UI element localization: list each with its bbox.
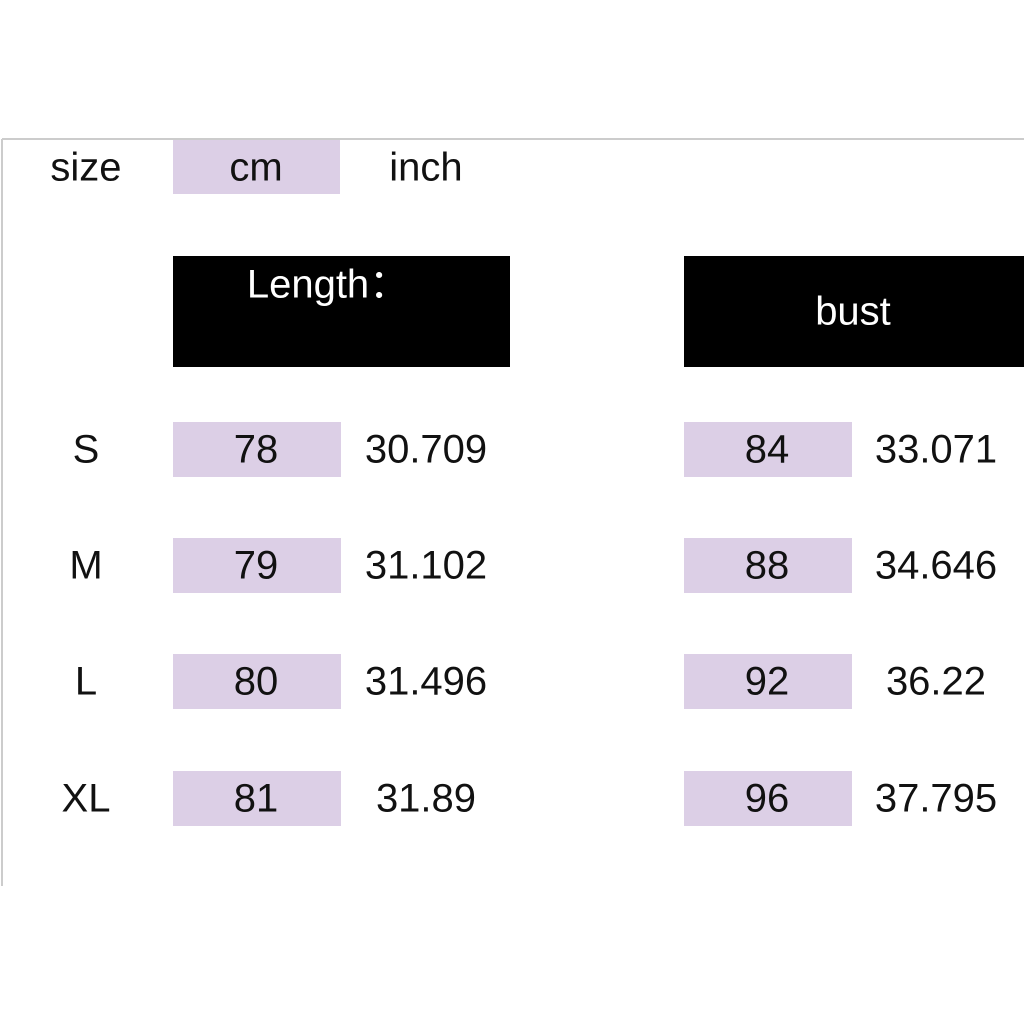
cm-cell — [173, 771, 341, 826]
cm-cell — [173, 140, 340, 194]
group-header: Length： — [247, 263, 409, 307]
cm-cell — [173, 422, 341, 477]
inch-value: 30.709 — [365, 428, 487, 472]
cm-value: 78 — [234, 428, 279, 472]
group-header-box — [173, 256, 510, 367]
inch-value: 37.795 — [875, 777, 997, 821]
cm-value: 88 — [745, 544, 790, 588]
size-label: L — [75, 660, 97, 704]
inch-value: 31.89 — [376, 777, 476, 821]
inch-value: 33.071 — [875, 428, 997, 472]
cm-value: 96 — [745, 777, 790, 821]
size-label: M — [69, 544, 102, 588]
cm-cell — [684, 654, 852, 709]
cm-value: 81 — [234, 777, 279, 821]
cm-cell — [173, 538, 341, 593]
inch-value: 36.22 — [886, 660, 986, 704]
cm-header: cm — [229, 146, 282, 190]
group-header: bust — [815, 290, 891, 334]
inch-header: inch — [389, 146, 462, 190]
inch-value: 31.496 — [365, 660, 487, 704]
size-label: S — [73, 428, 100, 472]
size-header: size — [50, 146, 121, 190]
cm-cell — [684, 422, 852, 477]
cm-value: 79 — [234, 544, 279, 588]
inch-value: 34.646 — [875, 544, 997, 588]
group-header-box — [684, 256, 1024, 367]
cm-cell — [684, 771, 852, 826]
cm-value: 92 — [745, 660, 790, 704]
inch-value: 31.102 — [365, 544, 487, 588]
cm-value: 80 — [234, 660, 279, 704]
cm-cell — [173, 654, 341, 709]
size-label: XL — [62, 777, 111, 821]
table-body: S 78 30.709 84 33.071 M 79 31.102 88 34.646 L 80 31.… — [62, 422, 997, 826]
cm-cell — [684, 538, 852, 593]
cm-value: 84 — [745, 428, 790, 472]
